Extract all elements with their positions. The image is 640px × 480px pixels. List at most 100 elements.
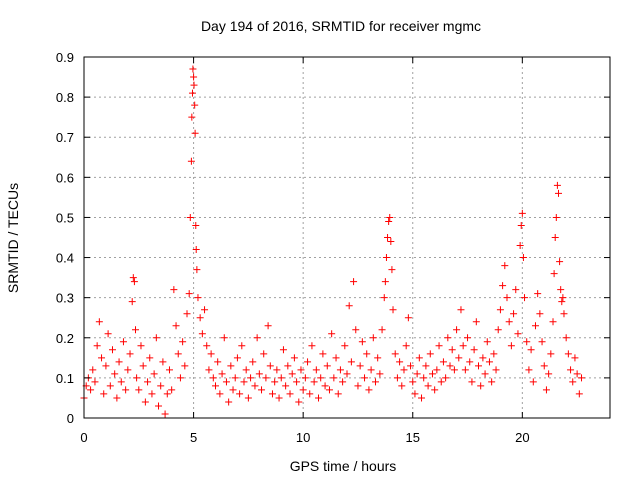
data-point — [339, 378, 347, 386]
plot-area-border — [83, 56, 611, 419]
data-point — [222, 378, 230, 386]
data-point — [306, 390, 314, 398]
data-point — [135, 386, 143, 394]
data-point — [190, 73, 198, 81]
data-point — [225, 398, 233, 406]
data-point — [552, 213, 560, 221]
data-point — [453, 326, 461, 334]
data-point — [554, 189, 562, 197]
data-point — [119, 338, 127, 346]
data-point — [426, 350, 434, 358]
data-point — [133, 374, 141, 382]
data-point — [273, 366, 281, 374]
data-point — [437, 378, 445, 386]
data-point — [315, 394, 323, 402]
data-point — [374, 354, 382, 362]
axis-ticks: 0 0.1 0.2 0.3 0.4 0.5 0.6 0.7 0.8 0.9 0 5 10 15 20 — [56, 50, 610, 445]
y-axis-title: SRMTID / TECUs — [5, 183, 21, 293]
data-point — [196, 314, 204, 322]
data-point — [448, 346, 456, 354]
data-point — [384, 234, 392, 241]
y-tick-label: 0.7 — [56, 130, 74, 145]
data-point — [172, 322, 180, 330]
data-point — [540, 362, 548, 370]
data-point — [556, 258, 564, 266]
data-point — [521, 294, 529, 302]
data-point — [198, 330, 206, 338]
data-point — [249, 358, 257, 366]
data-point — [382, 254, 390, 262]
data-point — [220, 334, 228, 342]
data-point — [420, 374, 428, 382]
y-tick-label: 0.2 — [56, 331, 74, 346]
x-tick-label: 10 — [296, 430, 310, 445]
data-point — [400, 366, 408, 374]
data-point — [404, 314, 412, 322]
data-point — [461, 366, 469, 374]
data-point — [242, 366, 250, 374]
chart-title: Day 194 of 2016, SRMTID for receiver mgm… — [201, 18, 481, 34]
data-point — [113, 394, 121, 402]
data-point — [218, 370, 226, 378]
data-point — [141, 398, 149, 406]
data-point — [255, 370, 263, 378]
x-axis-title: GPS time / hours — [290, 458, 397, 474]
x-tick-label: 0 — [80, 430, 87, 445]
data-point — [510, 310, 518, 318]
data-point — [236, 390, 244, 398]
data-point — [319, 350, 327, 358]
data-point — [189, 65, 197, 73]
data-point — [128, 298, 136, 306]
data-point — [527, 346, 535, 354]
data-point — [398, 382, 406, 390]
data-point — [264, 322, 272, 330]
data-point — [507, 342, 515, 350]
data-point — [380, 294, 388, 302]
data-point — [282, 382, 290, 390]
data-point — [381, 278, 389, 286]
data-point — [207, 350, 215, 358]
data-point — [376, 370, 384, 378]
data-point — [545, 370, 553, 378]
data-point — [185, 290, 193, 298]
data-point — [564, 350, 572, 358]
data-point — [361, 374, 369, 382]
data-point — [93, 342, 101, 350]
data-point — [439, 358, 447, 366]
data-point — [191, 129, 199, 137]
data-point — [529, 378, 537, 386]
data-point — [238, 342, 246, 350]
data-point — [393, 374, 401, 382]
data-point — [108, 346, 116, 354]
data-point — [415, 354, 423, 362]
data-point — [244, 394, 252, 402]
data-point — [402, 342, 410, 350]
data-point — [89, 366, 97, 374]
x-tick-label: 15 — [406, 430, 420, 445]
data-point — [573, 370, 581, 378]
data-point — [336, 366, 344, 374]
data-point — [387, 238, 395, 246]
data-point — [411, 390, 419, 398]
data-point — [503, 294, 511, 302]
data-point — [137, 342, 145, 350]
data-point — [385, 217, 393, 225]
data-point — [334, 390, 342, 398]
data-point — [186, 213, 194, 221]
data-point — [386, 213, 394, 221]
data-point — [442, 374, 450, 382]
data-point — [472, 318, 480, 326]
data-point — [531, 322, 539, 330]
data-point — [148, 390, 156, 398]
data-point — [262, 374, 270, 382]
data-point — [155, 402, 163, 410]
data-point — [192, 246, 200, 254]
data-point — [578, 374, 586, 382]
data-point — [470, 346, 478, 354]
data-point — [115, 358, 123, 366]
data-point — [194, 294, 202, 302]
data-point — [562, 334, 570, 342]
data-point — [275, 394, 283, 402]
data-point — [144, 378, 152, 386]
data-point — [192, 221, 200, 229]
